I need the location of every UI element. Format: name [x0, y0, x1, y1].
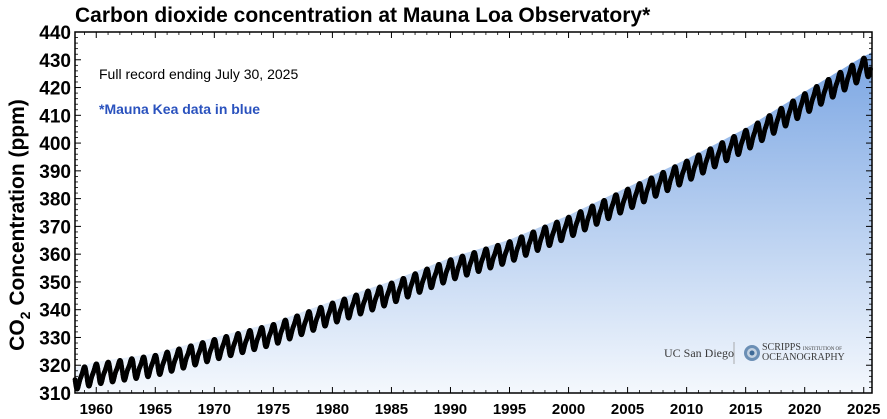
y-tick-label: 380: [39, 190, 71, 211]
x-tick-label: 1965: [139, 401, 172, 418]
x-tick-label: 2005: [611, 401, 644, 418]
annotation-record: Full record ending July 30, 2025: [99, 66, 298, 82]
y-tick-label: 340: [39, 301, 71, 322]
ucsd-logo: UC San Diego: [664, 346, 734, 360]
x-tick-label: 2010: [670, 401, 703, 418]
y-axis-label-co: CO: [6, 319, 29, 351]
y-tick-label: 390: [39, 162, 71, 183]
y-tick-label: 430: [39, 51, 71, 72]
chart-title: Carbon dioxide concentration at Mauna Lo…: [75, 4, 651, 27]
data-points: [72, 55, 873, 392]
x-tick-label: 1985: [375, 401, 408, 418]
y-tick-label: 400: [39, 134, 71, 155]
scripps-text-small: INSTITUTION OF: [803, 347, 842, 352]
x-tick-label: 2000: [552, 401, 585, 418]
scripps-text-line2: OCEANOGRAPHY: [762, 352, 845, 363]
y-tick-label: 360: [39, 245, 71, 266]
y-tick-label: 420: [39, 79, 71, 100]
x-tick-label: 1970: [198, 401, 231, 418]
y-tick-label: 310: [39, 384, 71, 405]
x-tick-label: 1990: [434, 401, 467, 418]
scripps-text-line1: SCRIPPS: [762, 342, 801, 353]
y-axis-label: CO2 Concentration (ppm): [6, 99, 33, 351]
x-tick-label: 1960: [80, 401, 113, 418]
y-tick-label: 440: [39, 23, 71, 44]
x-tick-label: 1995: [493, 401, 526, 418]
y-tick-label: 410: [39, 106, 71, 127]
y-tick-label: 350: [39, 273, 71, 294]
x-axis-ticks: 1960 1965 1970 1975 1980 1985 1990 1995 2000 2005…: [80, 32, 880, 418]
y-tick-label: 330: [39, 328, 71, 349]
y-axis-label-subscript: 2: [17, 311, 33, 319]
y-axis-label-rest: Concentration (ppm): [6, 99, 29, 311]
scripps-logo: SCRIPPS INSTITUTION OF OCEANOGRAPHY: [744, 342, 845, 363]
x-tick-label: 1975: [257, 401, 290, 418]
y-axis-ticks: 310 320 330 340 350 360 370 380 390 400 410 420 430 4…: [39, 23, 872, 405]
x-tick-label: 2025: [847, 401, 880, 418]
y-tick-label: 320: [39, 356, 71, 377]
svg-text:CO2 Concentration (ppm): CO2 Concentration (ppm): [6, 99, 33, 351]
y-tick-label: 370: [39, 217, 71, 238]
x-tick-label: 2020: [788, 401, 821, 418]
x-tick-label: 1980: [316, 401, 349, 418]
annotation-mauna-kea: *Mauna Kea data in blue: [99, 101, 260, 117]
x-tick-label: 2015: [729, 401, 762, 418]
plot-frame: [74, 31, 873, 394]
area-fill: [75, 52, 872, 393]
